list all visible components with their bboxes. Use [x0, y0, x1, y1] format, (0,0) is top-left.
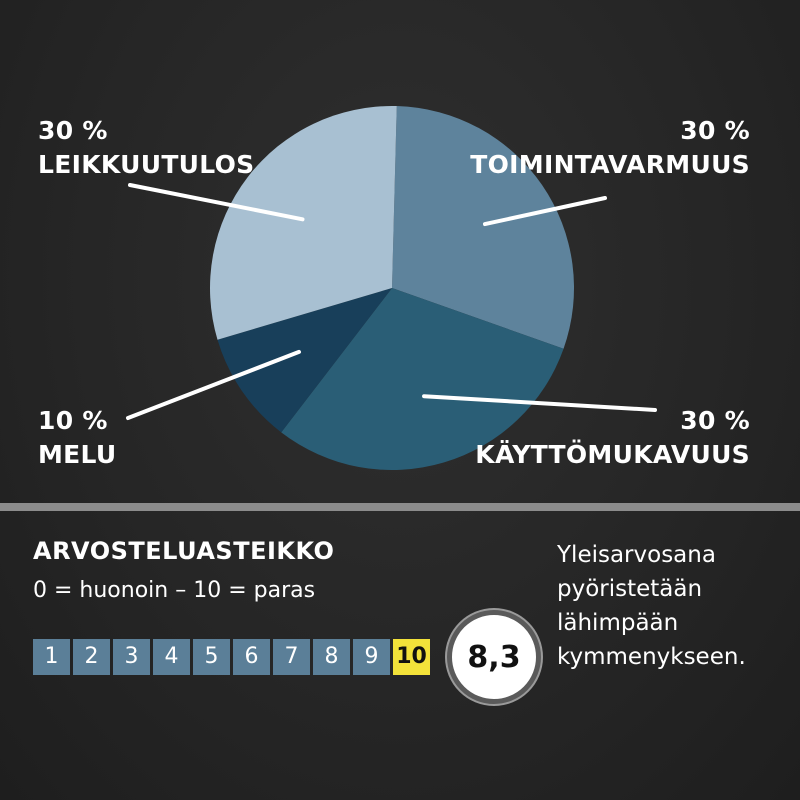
- scale-cell-9: 9: [353, 639, 390, 675]
- note-line-2: pyöristetään: [557, 576, 703, 602]
- value-kayttomukavuus: 30 %: [680, 406, 750, 435]
- pie-slice-toimintavarmuus: [392, 106, 574, 349]
- note-line-1: Yleisarvosana: [557, 542, 716, 568]
- leader-line-kayttomukavuus: [422, 394, 657, 412]
- label-leikkuutulos: 30 % LEIKKUUTULOS: [38, 114, 254, 182]
- label-toimintavarmuus: 30 % TOIMINTAVARMUUS: [470, 114, 750, 182]
- note-line-3: lähimpään: [557, 610, 679, 636]
- scale-cell-1: 1: [33, 639, 70, 675]
- scale-cell-4: 4: [153, 639, 190, 675]
- label-kayttomukavuus: 30 % KÄYTTÖMUKAVUUS: [475, 404, 750, 472]
- name-kayttomukavuus: KÄYTTÖMUKAVUUS: [475, 440, 750, 469]
- pie-slice-leikkuutulos: [210, 105, 397, 340]
- name-toimintavarmuus: TOIMINTAVARMUUS: [470, 150, 750, 179]
- scale-cell-10: 10: [393, 639, 430, 675]
- scale-cell-2: 2: [73, 639, 110, 675]
- section-divider: [0, 503, 800, 511]
- rating-scale: 1 2 3 4 5 6 7 8 9 10: [33, 639, 430, 675]
- leader-line-toimintavarmuus: [482, 196, 607, 227]
- scale-subtitle: 0 = huonoin – 10 = paras: [33, 578, 316, 603]
- pie-slice-melu: [217, 288, 392, 433]
- value-leikkuutulos: 30 %: [38, 116, 108, 145]
- scale-cell-6: 6: [233, 639, 270, 675]
- name-melu: MELU: [38, 440, 117, 469]
- scale-cell-7: 7: [273, 639, 310, 675]
- label-melu: 10 % MELU: [38, 404, 117, 472]
- rounding-note: Yleisarvosana pyöristetään lähimpään kym…: [557, 538, 746, 674]
- leader-line-leikkuutulos: [128, 183, 305, 222]
- leader-line-melu: [126, 349, 302, 420]
- pie-slice-kayttomukavuus: [281, 288, 564, 470]
- overall-score-badge: 8,3: [447, 610, 541, 704]
- scale-cell-8: 8: [313, 639, 350, 675]
- value-toimintavarmuus: 30 %: [680, 116, 750, 145]
- pie-chart: [126, 105, 657, 470]
- scale-title: ARVOSTELUASTEIKKO: [33, 537, 335, 565]
- note-line-4: kymmenykseen.: [557, 644, 746, 670]
- value-melu: 10 %: [38, 406, 108, 435]
- name-leikkuutulos: LEIKKUUTULOS: [38, 150, 255, 179]
- scale-cell-5: 5: [193, 639, 230, 675]
- scale-cell-3: 3: [113, 639, 150, 675]
